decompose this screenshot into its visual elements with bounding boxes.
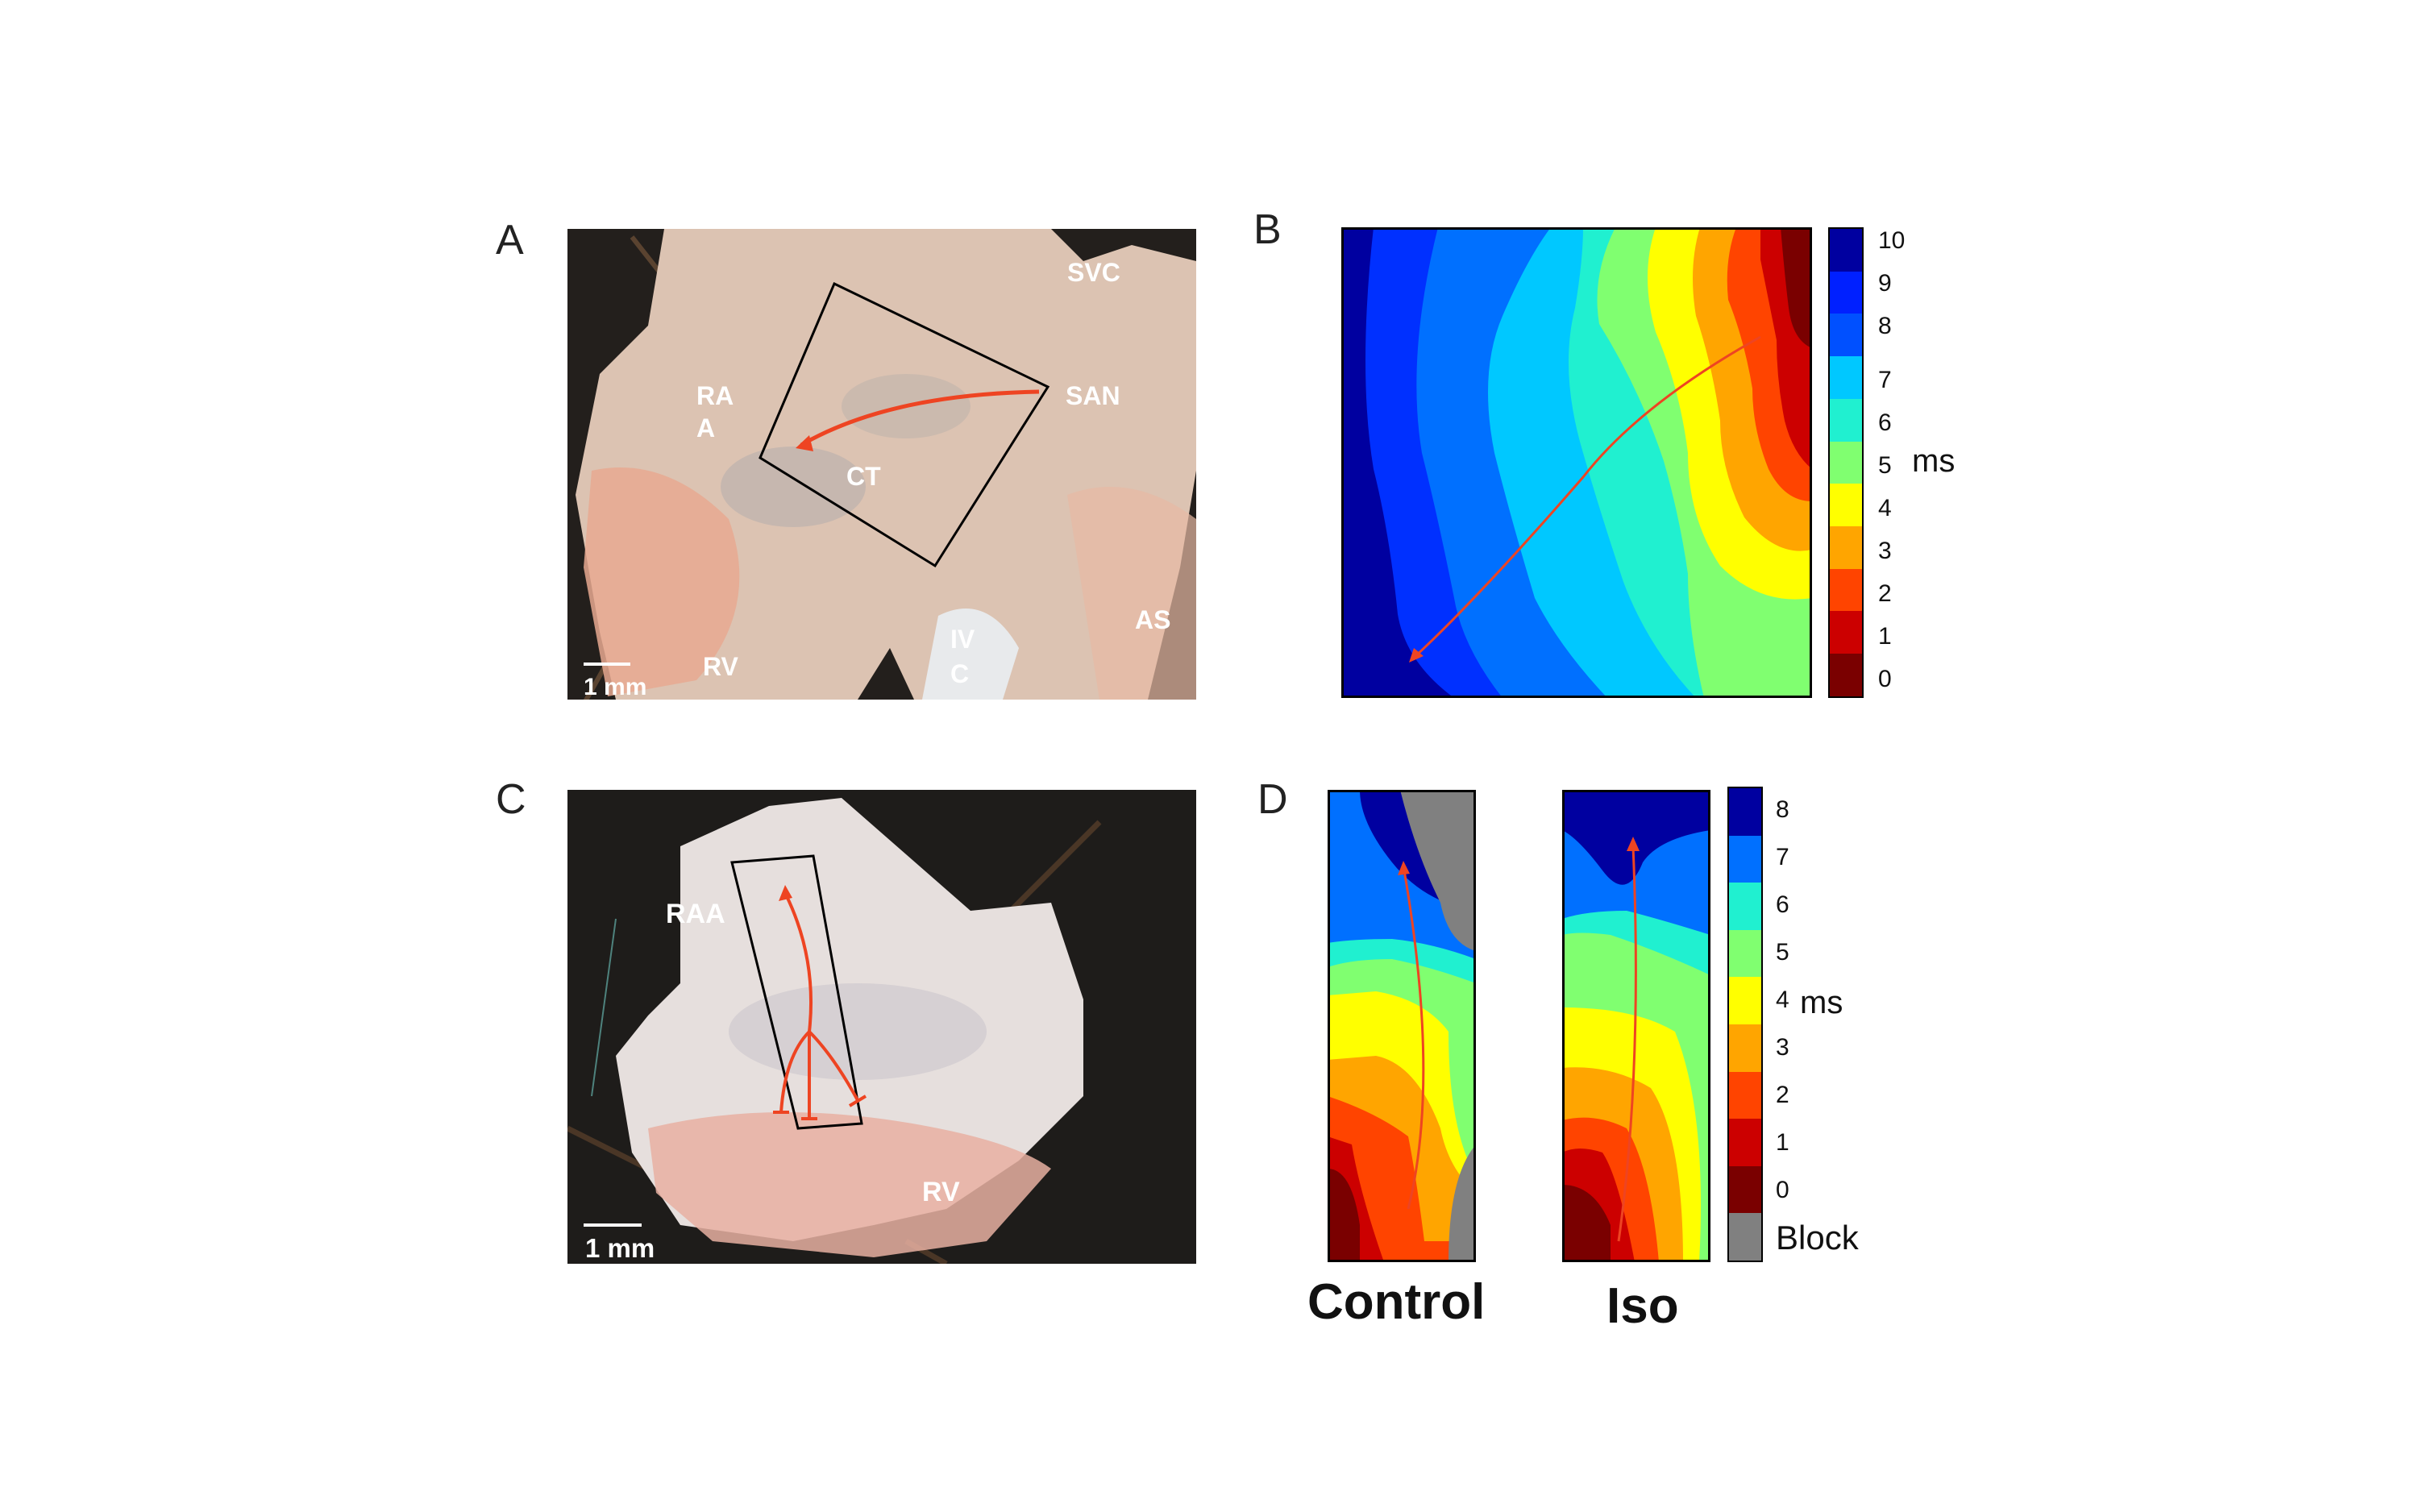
colorbar-b-swatch bbox=[1830, 314, 1862, 357]
colorbar-d-swatch-block bbox=[1729, 1213, 1761, 1261]
colorbar-b-tick: 4 bbox=[1878, 495, 1892, 521]
colorbar-d-tick: 3 bbox=[1776, 1034, 1789, 1061]
label-svc: SVC bbox=[1067, 258, 1120, 287]
label-ivc-line1: IV bbox=[950, 625, 975, 654]
map-title-iso: Iso bbox=[1606, 1278, 1679, 1334]
label-san: SAN bbox=[1066, 381, 1120, 410]
colorbar-d-tick: 4 bbox=[1776, 987, 1789, 1013]
colorbar-b-swatch bbox=[1830, 611, 1862, 654]
colorbar-d-unit: ms bbox=[1800, 985, 1843, 1020]
scale-bar-label-c: 1 mm bbox=[585, 1233, 655, 1263]
label-as: AS bbox=[1135, 605, 1170, 634]
colorbar-b-swatch bbox=[1830, 271, 1862, 314]
colorbar-d-swatch bbox=[1729, 929, 1761, 978]
label-ct: CT bbox=[846, 462, 881, 491]
colorbar-d-tick: 2 bbox=[1776, 1082, 1789, 1108]
activation-map-control bbox=[1328, 790, 1476, 1262]
colorbar-b-tick: 9 bbox=[1878, 270, 1892, 297]
label-raa-line2: A bbox=[696, 413, 715, 442]
panel-letter-d: D bbox=[1257, 776, 1288, 823]
panel-letter-b: B bbox=[1253, 206, 1282, 253]
activation-map-b bbox=[1341, 227, 1812, 698]
colorbar-d-swatch bbox=[1729, 835, 1761, 883]
colorbar-b-tick: 5 bbox=[1878, 452, 1892, 479]
label-rv-a: RV bbox=[703, 652, 739, 681]
colorbar-b bbox=[1828, 227, 1864, 698]
panel-letter-a: A bbox=[496, 217, 524, 264]
colorbar-b-unit: ms bbox=[1912, 443, 1956, 479]
colorbar-d bbox=[1727, 787, 1763, 1262]
colorbar-d-ticks: 8 7 6 5 4 3 2 1 0 bbox=[1776, 787, 1824, 1262]
colorbar-b-tick: 3 bbox=[1878, 538, 1892, 564]
colorbar-b-tick: 1 bbox=[1878, 623, 1892, 650]
colorbar-b-swatch bbox=[1830, 526, 1862, 569]
colorbar-d-tick: 5 bbox=[1776, 939, 1789, 966]
colorbar-b-tick: 2 bbox=[1878, 580, 1892, 607]
tissue-photo-c: RAA RV 1 mm bbox=[567, 790, 1196, 1264]
colorbar-b-swatch bbox=[1830, 356, 1862, 399]
colorbar-d-swatch bbox=[1729, 977, 1761, 1024]
map-title-control: Control bbox=[1307, 1274, 1486, 1330]
colorbar-b-tick: 10 bbox=[1878, 227, 1906, 254]
colorbar-d-swatch bbox=[1729, 1071, 1761, 1119]
colorbar-b-tick: 0 bbox=[1878, 666, 1892, 692]
colorbar-b-tick: 8 bbox=[1878, 313, 1892, 339]
scale-bar-label-a: 1 mm bbox=[584, 674, 646, 700]
colorbar-b-swatch bbox=[1830, 229, 1862, 272]
colorbar-b-ticks: 10 9 8 7 6 5 4 3 2 1 0 bbox=[1878, 227, 1926, 698]
label-raa-c: RAA bbox=[666, 899, 725, 929]
label-raa-line1: RA bbox=[696, 381, 734, 410]
colorbar-d-tick: 6 bbox=[1776, 891, 1789, 918]
colorbar-d-swatch bbox=[1729, 883, 1761, 930]
colorbar-b-tick: 7 bbox=[1878, 367, 1892, 393]
colorbar-b-swatch bbox=[1830, 398, 1862, 442]
colorbar-d-tick: 7 bbox=[1776, 844, 1789, 870]
colorbar-d-swatch bbox=[1729, 788, 1761, 836]
colorbar-d-swatch bbox=[1729, 1119, 1761, 1166]
colorbar-d-tick: 1 bbox=[1776, 1129, 1789, 1156]
panel-letter-c: C bbox=[496, 776, 526, 823]
colorbar-d-tick: 0 bbox=[1776, 1177, 1789, 1203]
label-ivc-line2: C bbox=[950, 659, 969, 688]
colorbar-b-swatch bbox=[1830, 441, 1862, 484]
colorbar-b-swatch bbox=[1830, 484, 1862, 527]
colorbar-d-swatch bbox=[1729, 1165, 1761, 1214]
colorbar-b-swatch bbox=[1830, 654, 1862, 696]
tissue-photo-a: SVC SAN RA A CT RV IV C AS 1 mm bbox=[567, 229, 1196, 700]
colorbar-d-block-label: Block bbox=[1776, 1219, 1859, 1257]
colorbar-d-swatch bbox=[1729, 1024, 1761, 1072]
colorbar-d-tick: 8 bbox=[1776, 796, 1789, 823]
activation-map-iso bbox=[1562, 790, 1710, 1262]
colorbar-b-swatch bbox=[1830, 568, 1862, 612]
colorbar-b-tick: 6 bbox=[1878, 409, 1892, 436]
label-rv-c: RV bbox=[922, 1177, 960, 1207]
